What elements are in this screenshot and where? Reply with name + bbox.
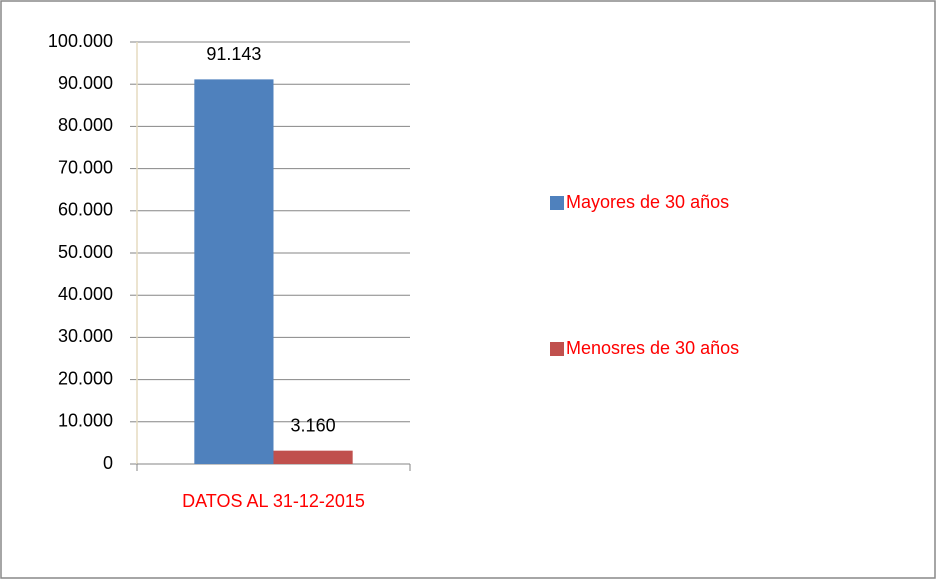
legend-label: Mayores de 30 años [566, 192, 729, 212]
legend-label: Menosres de 30 años [566, 338, 739, 358]
y-tick-label: 70.000 [58, 157, 113, 177]
y-tick-label: 90.000 [58, 73, 113, 93]
y-tick-label: 10.000 [58, 411, 113, 431]
legend-swatch [550, 196, 564, 210]
y-tick-label: 40.000 [58, 284, 113, 304]
data-label: 91.143 [206, 44, 261, 64]
y-tick-label: 50.000 [58, 242, 113, 262]
bar [273, 450, 353, 464]
y-tick-label: 30.000 [58, 326, 113, 346]
y-tick-label: 80.000 [58, 115, 113, 135]
legend-swatch [550, 342, 564, 356]
y-tick-label: 0 [103, 453, 113, 473]
y-tick-label: 60.000 [58, 200, 113, 220]
y-tick-label: 100.000 [48, 31, 113, 51]
bar [194, 79, 274, 465]
x-tick-label: DATOS AL 31-12-2015 [182, 491, 365, 511]
y-tick-label: 20.000 [58, 368, 113, 388]
data-label: 3.160 [291, 415, 336, 435]
